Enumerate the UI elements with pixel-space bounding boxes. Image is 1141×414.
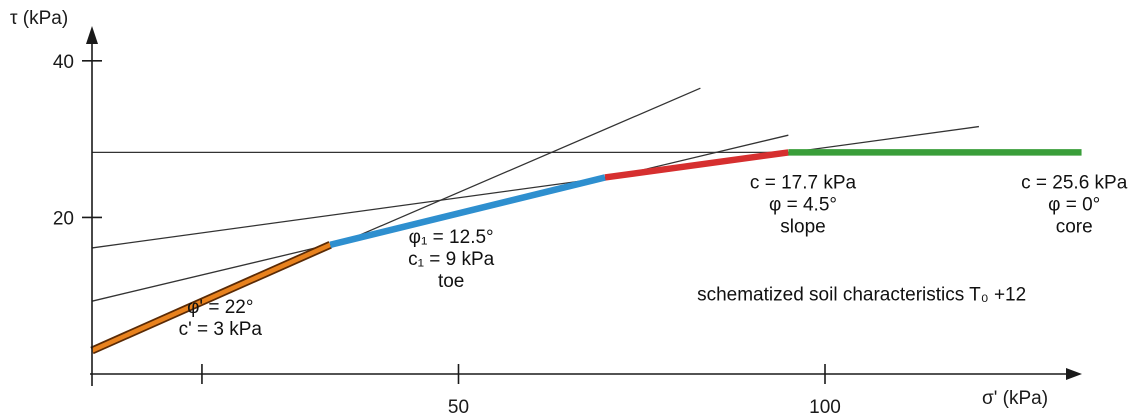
envelope-segment-3: [604, 149, 789, 181]
axes: τ (kPa) σ' (kPa): [10, 8, 1082, 409]
annotation-2: φ₁ = 12.5° c₁ = 9 kPa toe: [408, 227, 495, 292]
x-tick-label-3: 100: [809, 397, 841, 414]
annotation-5: schematized soil characteristics T₀ +12: [697, 284, 1026, 305]
x-axis-label: σ' (kPa): [982, 388, 1048, 409]
y-axis-label: τ (kPa): [10, 8, 68, 29]
y-tick-label-1: 20: [53, 208, 74, 229]
y-tick-label-2: 40: [53, 52, 74, 73]
annotation-3: c = 17.7 kPa φ = 4.5° slope: [750, 172, 857, 237]
ticks: 20 40 50 100: [53, 52, 841, 414]
x-tick-label-2: 50: [448, 397, 469, 414]
x-axis-arrow: [1066, 368, 1082, 380]
annotation-4: c = 25.6 kPa φ = 0° core: [1021, 172, 1128, 237]
envelope-segment-2: [329, 174, 606, 248]
y-axis-arrow: [86, 26, 98, 44]
annotation-1: φ' = 22° c' = 3 kPa: [179, 297, 263, 340]
reference-line-4: [91, 125, 980, 249]
envelope-segment-1: [91, 242, 332, 353]
annotations: φ' = 22° c' = 3 kPa φ₁ = 12.5° c₁ = 9 kPa to…: [179, 172, 1128, 339]
envelope-segments: [90, 149, 1082, 355]
